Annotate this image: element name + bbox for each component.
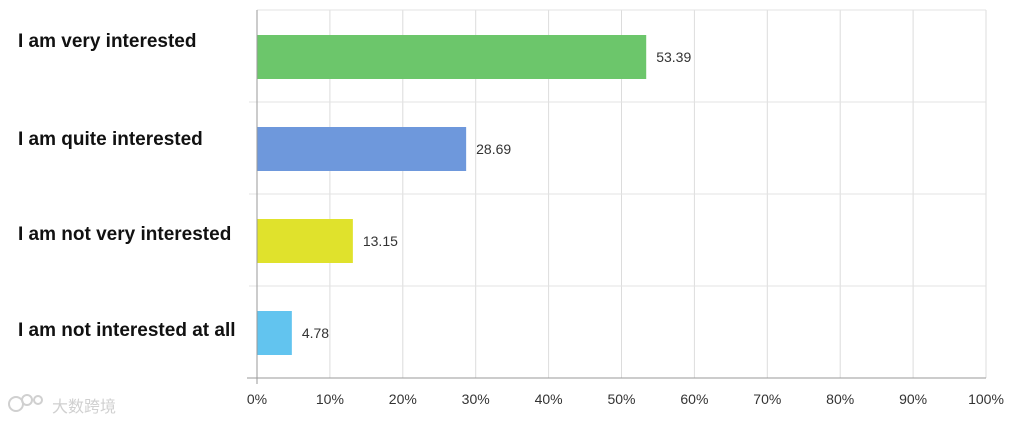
bars (257, 35, 647, 355)
data-label: 4.78 (302, 325, 329, 341)
x-tick-label: 20% (389, 391, 417, 407)
watermark-text: 大数跨境 (52, 397, 116, 416)
x-tick-label: 70% (753, 391, 781, 407)
category-label: I am not interested at all (18, 320, 236, 341)
row-separators (249, 9, 986, 287)
x-tick-label: 10% (316, 391, 344, 407)
category-label: I am very interested (18, 31, 196, 52)
data-labels: 53.39 28.69 13.15 4.78 (302, 49, 692, 341)
bar (257, 35, 647, 79)
x-tick-label: 40% (535, 391, 563, 407)
x-tick-label: 90% (899, 391, 927, 407)
watermark: 大数跨境 (8, 394, 116, 416)
x-tick-label: 100% (968, 391, 1004, 407)
x-tick-label: 30% (462, 391, 490, 407)
data-label: 28.69 (476, 141, 511, 157)
data-label: 53.39 (656, 49, 691, 65)
x-axis-ticks: 0% 10% 20% 30% 40% 50% 60% 70% 80% 90% 100% (247, 391, 1004, 407)
x-tick-label: 50% (607, 391, 635, 407)
brand-logo-icon (8, 394, 43, 412)
data-label: 13.15 (363, 233, 398, 249)
bar (257, 219, 353, 263)
x-tick-label: 80% (826, 391, 854, 407)
bar (257, 127, 467, 171)
category-label: I am not very interested (18, 224, 231, 245)
category-labels: I am very interested I am quite intereste… (18, 31, 236, 341)
category-label: I am quite interested (18, 129, 203, 150)
x-tick-label: 0% (247, 391, 267, 407)
bar (257, 311, 292, 355)
x-tick-label: 60% (680, 391, 708, 407)
